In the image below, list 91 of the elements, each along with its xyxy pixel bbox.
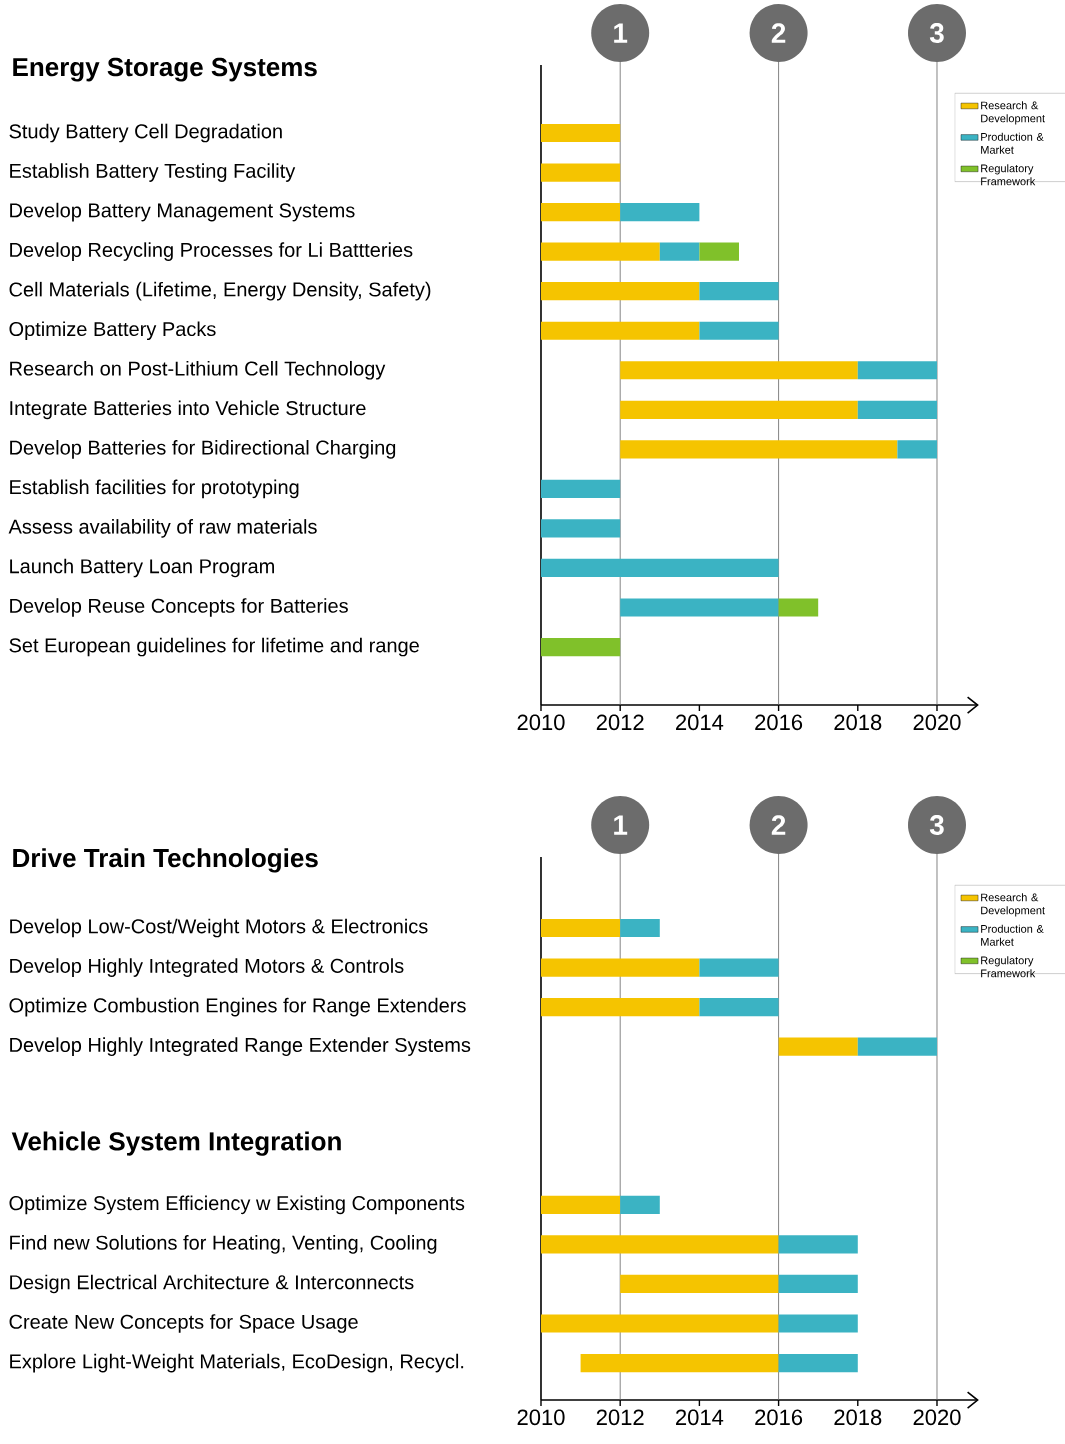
legend-label: Production & Market <box>981 924 1044 946</box>
text: 3 <box>929 815 944 835</box>
bar <box>540 123 621 143</box>
bar <box>699 998 779 1017</box>
legend-label: Production & Market <box>981 132 1044 154</box>
text: 1 <box>614 815 628 835</box>
x-tick-label: 2020 <box>913 1409 961 1426</box>
bar <box>620 400 858 419</box>
legend-label: Regulatory Framework <box>981 164 1036 186</box>
y-tick-label: Research on Post-Lithium Cell Technology <box>10 360 386 380</box>
text: 2 <box>771 815 786 835</box>
bar <box>659 242 700 261</box>
x-tick-label: 2012 <box>596 1409 644 1426</box>
bar <box>580 1353 779 1373</box>
text: 3 <box>929 23 944 43</box>
bar <box>620 203 700 222</box>
y-tick-label: Optimize Combustion Engines for Range Extenders <box>9 997 466 1017</box>
text: Energy Storage Systems <box>13 57 317 82</box>
bar <box>778 1235 858 1254</box>
bar <box>620 1195 660 1214</box>
bar <box>540 1195 621 1214</box>
bar <box>540 958 700 977</box>
y-tick-label: Establish facilities for prototyping <box>10 479 299 499</box>
bar <box>778 1037 858 1056</box>
x-tick-label: 2018 <box>834 1409 882 1426</box>
y-tick-label: Optimize Battery Packs <box>9 321 216 341</box>
bar <box>778 1353 858 1373</box>
bar <box>540 519 621 538</box>
y-tick-label: Explore Light-Weight Materials, EcoDesign, Recycl. <box>10 1353 464 1373</box>
legend-label: Research & Development <box>981 101 1045 125</box>
x-tick-label: 2020 <box>913 714 961 731</box>
bar <box>620 361 858 380</box>
x-tick-label: 2014 <box>676 1409 724 1426</box>
text: 2 <box>771 23 786 43</box>
bar <box>699 282 779 301</box>
x-tick-label: 2018 <box>834 714 882 731</box>
bar <box>620 1274 779 1294</box>
x-tick-label: 2016 <box>755 714 803 731</box>
bar <box>540 918 621 938</box>
x-tick-label: 2016 <box>755 1409 803 1426</box>
bar <box>857 361 937 380</box>
bar <box>540 998 700 1017</box>
bar <box>540 203 621 222</box>
y-tick-label: Develop Highly Integrated Motors & Controls <box>10 958 404 977</box>
y-tick-label: Design Electrical Architecture & Interconnects <box>10 1274 414 1294</box>
y-tick-label: Develop Reuse Concepts for Batteries <box>10 598 348 617</box>
y-tick-label: Develop Recycling Processes for Li Battteries <box>10 242 413 261</box>
bar <box>620 440 898 459</box>
bar <box>540 321 700 340</box>
bar <box>699 321 779 340</box>
text: 1 <box>614 23 628 43</box>
text: Vehicle System Integration <box>11 1131 341 1156</box>
bar <box>778 598 819 617</box>
bar <box>540 1314 779 1333</box>
bar <box>857 1037 937 1056</box>
y-tick-label: Develop Highly Integrated Range Extender Systems <box>10 1037 471 1056</box>
y-tick-label: Develop Battery Management Systems <box>10 202 355 222</box>
y-tick-label: Set European guidelines for lifetime and range <box>9 637 419 657</box>
y-tick-label: Cell Materials (Lifetime, Energy Density, Safety) <box>9 281 431 301</box>
y-tick-label: Study Battery Cell Degradation <box>9 123 282 143</box>
bar <box>699 242 739 261</box>
bar <box>540 558 779 578</box>
bar <box>540 282 700 301</box>
y-tick-label: Develop Low-Cost/Weight Motors & Electronics <box>10 918 428 938</box>
y-tick-label: Find new Solutions for Heating, Venting, Cooling <box>10 1235 437 1254</box>
legend-label: Regulatory Framework <box>981 956 1036 978</box>
bar <box>540 163 621 182</box>
x-tick-label: 2014 <box>676 714 724 731</box>
bar <box>699 958 779 977</box>
y-tick-label: Develop Batteries for Bidirectional Charging <box>10 440 396 459</box>
y-tick-label: Integrate Batteries into Vehicle Structure <box>10 400 366 420</box>
y-tick-label: Create New Concepts for Space Usage <box>9 1314 358 1333</box>
y-tick-label: Assess availability of raw materials <box>8 519 317 538</box>
bar <box>540 1235 779 1254</box>
legend-label: Research & Development <box>981 893 1045 917</box>
bar <box>540 637 621 657</box>
bar <box>620 918 660 938</box>
y-tick-label: Establish Battery Testing Facility <box>10 163 296 182</box>
bar <box>778 1274 858 1294</box>
x-tick-label: 2012 <box>596 714 644 731</box>
bar <box>620 598 779 617</box>
bar <box>540 242 660 261</box>
text: Drive Train Technologies <box>13 848 318 873</box>
bar <box>540 479 621 498</box>
bar <box>857 400 937 419</box>
bar <box>897 440 937 459</box>
bar <box>778 1314 858 1333</box>
y-tick-label: Optimize System Efficiency w Existing Components <box>9 1195 465 1215</box>
y-tick-label: Launch Battery Loan Program <box>10 558 274 578</box>
x-tick-label: 2010 <box>517 1409 565 1426</box>
x-tick-label: 2010 <box>517 714 565 731</box>
